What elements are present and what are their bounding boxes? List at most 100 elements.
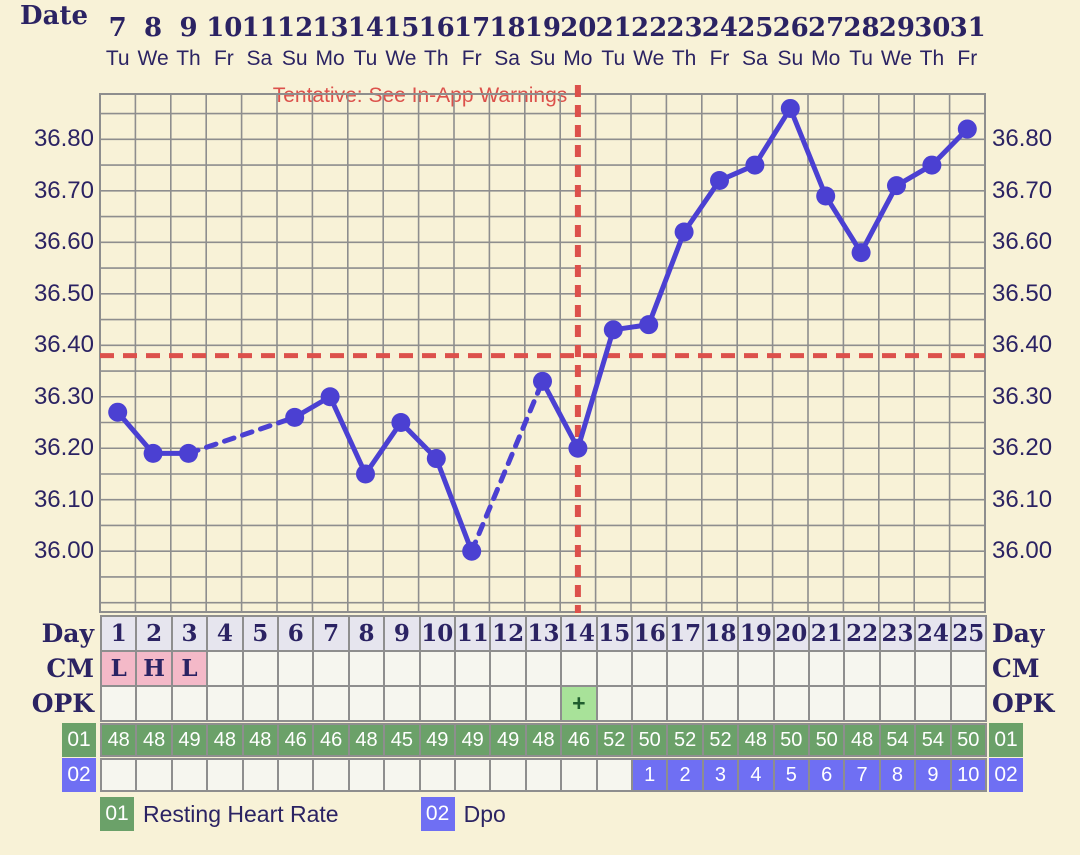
cm-cell[interactable]: [241, 650, 279, 687]
rhr-cell[interactable]: 48: [737, 723, 775, 757]
cm-cell[interactable]: [277, 650, 315, 687]
rhr-cell[interactable]: 50: [631, 723, 669, 757]
opk-cell[interactable]: [772, 685, 810, 722]
opk-cell[interactable]: [949, 685, 987, 722]
day-cell[interactable]: 5: [241, 615, 279, 652]
dpo-cell[interactable]: 1: [631, 758, 669, 792]
day-cell[interactable]: 2: [135, 615, 173, 652]
cm-cell[interactable]: [206, 650, 244, 687]
day-cell[interactable]: 18: [701, 615, 740, 652]
rhr-cell[interactable]: 48: [347, 723, 386, 757]
dpo-cell[interactable]: [560, 758, 598, 792]
opk-cell[interactable]: [170, 685, 209, 722]
temp-point-day-18[interactable]: [710, 171, 729, 191]
dpo-cell[interactable]: [312, 758, 350, 792]
rhr-cell[interactable]: 45: [383, 723, 421, 757]
day-cell[interactable]: 13: [524, 615, 563, 652]
rhr-cell[interactable]: 46: [277, 723, 315, 757]
rhr-cell[interactable]: 52: [666, 723, 704, 757]
dpo-cell[interactable]: [454, 758, 492, 792]
day-cell[interactable]: 25: [949, 615, 987, 652]
dpo-cell[interactable]: 3: [701, 758, 740, 792]
dpo-cell[interactable]: [418, 758, 456, 792]
opk-cell[interactable]: +: [560, 685, 598, 722]
rhr-cell[interactable]: 48: [241, 723, 279, 757]
day-cell[interactable]: 8: [347, 615, 386, 652]
temp-point-day-14[interactable]: [568, 438, 588, 458]
cm-cell[interactable]: [701, 650, 740, 687]
cm-cell[interactable]: L: [170, 650, 209, 687]
opk-cell[interactable]: [489, 685, 527, 722]
dpo-cell[interactable]: [595, 758, 633, 792]
cm-cell[interactable]: [347, 650, 386, 687]
rhr-cell[interactable]: 52: [701, 723, 740, 757]
cm-cell[interactable]: [808, 650, 846, 687]
opk-cell[interactable]: [100, 685, 138, 722]
cm-cell[interactable]: [772, 650, 810, 687]
day-cell[interactable]: 21: [808, 615, 846, 652]
dpo-cell[interactable]: [383, 758, 421, 792]
temp-point-day-15[interactable]: [603, 320, 623, 340]
temp-point-day-8[interactable]: [356, 464, 375, 484]
opk-cell[interactable]: [312, 685, 350, 722]
dpo-cell[interactable]: [170, 758, 209, 792]
dpo-cell[interactable]: 6: [808, 758, 846, 792]
cm-cell[interactable]: [843, 650, 881, 687]
rhr-cell[interactable]: 46: [560, 723, 598, 757]
temp-point-day-3[interactable]: [179, 443, 198, 463]
temp-point-day-19[interactable]: [745, 155, 765, 175]
day-cell[interactable]: 17: [666, 615, 704, 652]
cm-cell[interactable]: [737, 650, 775, 687]
day-cell[interactable]: 11: [454, 615, 492, 652]
dpo-cell[interactable]: [347, 758, 386, 792]
dpo-cell[interactable]: 2: [666, 758, 704, 792]
opk-cell[interactable]: [524, 685, 563, 722]
rhr-cell[interactable]: 48: [524, 723, 563, 757]
cm-cell[interactable]: [312, 650, 350, 687]
dpo-cell[interactable]: 7: [843, 758, 881, 792]
day-cell[interactable]: 24: [914, 615, 952, 652]
day-cell[interactable]: 14: [560, 615, 598, 652]
temp-point-day-13[interactable]: [533, 371, 552, 391]
opk-cell[interactable]: [277, 685, 315, 722]
rhr-cell[interactable]: 52: [595, 723, 633, 757]
opk-cell[interactable]: [454, 685, 492, 722]
dpo-cell[interactable]: 4: [737, 758, 775, 792]
cm-cell[interactable]: [949, 650, 987, 687]
rhr-cell[interactable]: 49: [170, 723, 209, 757]
rhr-cell[interactable]: 48: [135, 723, 173, 757]
temp-point-day-1[interactable]: [108, 402, 128, 422]
day-cell[interactable]: 10: [418, 615, 456, 652]
opk-cell[interactable]: [843, 685, 881, 722]
rhr-cell[interactable]: 46: [312, 723, 350, 757]
temp-point-day-16[interactable]: [639, 315, 659, 335]
rhr-cell[interactable]: 49: [418, 723, 456, 757]
opk-cell[interactable]: [383, 685, 421, 722]
day-cell[interactable]: 3: [170, 615, 209, 652]
rhr-cell[interactable]: 48: [206, 723, 244, 757]
dpo-cell[interactable]: [277, 758, 315, 792]
dpo-cell[interactable]: [524, 758, 563, 792]
cm-cell[interactable]: [560, 650, 598, 687]
cm-cell[interactable]: [878, 650, 917, 687]
cm-cell[interactable]: L: [100, 650, 138, 687]
dpo-cell[interactable]: 10: [949, 758, 987, 792]
day-cell[interactable]: 7: [312, 615, 350, 652]
opk-cell[interactable]: [631, 685, 669, 722]
temp-point-day-10[interactable]: [426, 449, 446, 469]
rhr-cell[interactable]: 54: [914, 723, 952, 757]
temp-point-day-17[interactable]: [674, 222, 694, 242]
cm-cell[interactable]: [418, 650, 456, 687]
rhr-cell[interactable]: 48: [100, 723, 138, 757]
dpo-cell[interactable]: 9: [914, 758, 952, 792]
opk-cell[interactable]: [737, 685, 775, 722]
day-cell[interactable]: 23: [878, 615, 917, 652]
opk-cell[interactable]: [666, 685, 704, 722]
opk-cell[interactable]: [808, 685, 846, 722]
dpo-cell[interactable]: 8: [878, 758, 917, 792]
day-cell[interactable]: 19: [737, 615, 775, 652]
opk-cell[interactable]: [418, 685, 456, 722]
temp-point-day-23[interactable]: [887, 176, 906, 196]
cm-cell[interactable]: [666, 650, 704, 687]
dpo-cell[interactable]: [100, 758, 138, 792]
